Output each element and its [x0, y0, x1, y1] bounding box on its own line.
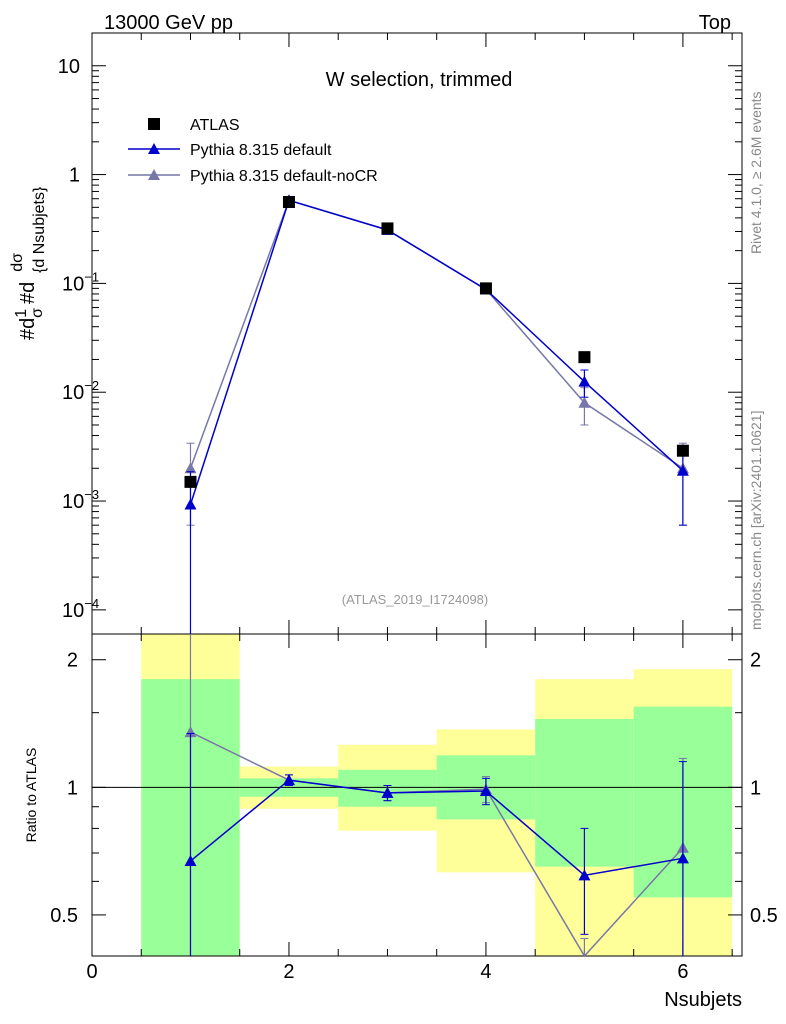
- ratio-panel-frame: [91, 633, 743, 957]
- main-y-tick-label: 10−1: [62, 269, 99, 295]
- data-point: [184, 462, 197, 474]
- rivet-version-label: Rivet 4.1.0, ≥ 2.6M events: [748, 91, 764, 254]
- data-point: [578, 869, 591, 881]
- main-y-tick-label: 10−3: [62, 487, 99, 513]
- main-y-axis-label-text: #d1σ#ddσ {d Nsubjets}: [9, 186, 48, 340]
- main-y-tick-label: 10−4: [62, 596, 99, 622]
- ratio-y-tick-label-right: 1: [750, 777, 761, 799]
- legend-default-marker: [148, 143, 160, 154]
- main-y-axis-label: #d1σ#ddσ {d Nsubjets}: [9, 186, 48, 340]
- data-point: [676, 852, 689, 864]
- mcplots-reference-label: mcplots.cern.ch [arXiv:2401.10621]: [748, 411, 764, 630]
- legend-atlas-marker: [148, 118, 160, 130]
- data-point: [184, 475, 197, 488]
- legend-default-label: Pythia 8.315 default: [190, 142, 332, 159]
- x-tick-label: 0: [86, 961, 97, 983]
- ratio-axis-ticks: 0.5 0.5 1 1 2 2 0 2 4 6: [50, 650, 778, 983]
- series-line: [190, 779, 684, 877]
- x-axis-label: Nsubjets: [664, 989, 742, 1011]
- x-tick-label: 6: [677, 961, 688, 983]
- ratio-y-tick-label: 0.5: [50, 905, 78, 927]
- x-tick-label: 4: [480, 961, 491, 983]
- data-point: [184, 855, 197, 867]
- data-point: [578, 375, 591, 387]
- data-point: [282, 195, 295, 208]
- legend-nocr-label: Pythia 8.315 default-noCR: [190, 168, 378, 185]
- data-point: [381, 786, 394, 798]
- data-point: [676, 444, 689, 457]
- legend-nocr-marker: [148, 169, 160, 180]
- data-point: [184, 498, 197, 510]
- ratio-series: [184, 634, 689, 958]
- data-point: [479, 785, 492, 797]
- ratio-y-tick-label-right: 0.5: [750, 905, 778, 927]
- ratio-y-axis-label: Ratio to ATLAS: [23, 748, 39, 843]
- ratio-uncertainty-bands: [141, 634, 733, 956]
- series-line: [190, 731, 684, 958]
- series-line: [189, 199, 684, 505]
- ratio-y-tick-label: 1: [67, 777, 78, 799]
- data-point: [479, 282, 492, 295]
- ratio-y-tick-label-right: 2: [750, 650, 761, 672]
- energy-label: 13000 GeV pp: [104, 12, 233, 34]
- data-point: [578, 396, 591, 408]
- analysis-watermark: (ATLAS_2019_I1724098): [342, 592, 488, 607]
- data-point: [676, 464, 689, 476]
- legend: ATLAS Pythia 8.315 default Pythia 8.315 …: [128, 117, 378, 185]
- process-label: Top: [699, 12, 731, 34]
- data-point: [184, 726, 197, 738]
- plot-title: W selection, trimmed: [326, 69, 513, 91]
- main-y-tick-label: 10: [58, 56, 80, 78]
- main-y-tick-label: 1: [69, 165, 80, 187]
- series-line: [189, 199, 684, 469]
- x-tick-label: 2: [283, 961, 294, 983]
- main-y-tick-label: 10−2: [62, 378, 99, 404]
- main-series: [184, 194, 689, 634]
- legend-atlas-label: ATLAS: [190, 117, 240, 134]
- data-point: [578, 351, 591, 364]
- ratio-y-tick-label: 2: [67, 650, 78, 672]
- data-point: [282, 774, 295, 786]
- data-point: [381, 222, 394, 235]
